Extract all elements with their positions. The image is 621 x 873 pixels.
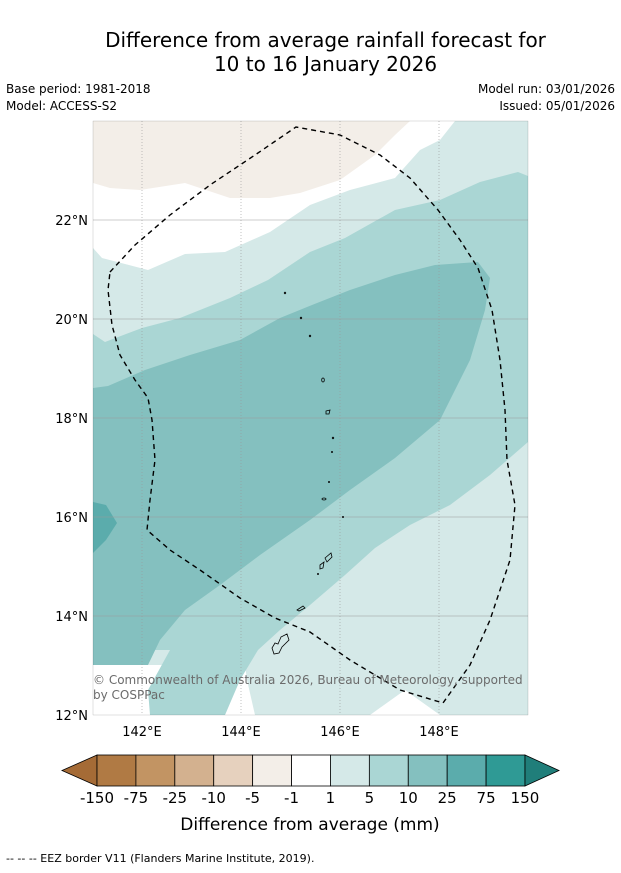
- title-line-2: 10 to 16 January 2026: [213, 52, 438, 76]
- colorbar-ticks: -150 -75 -25 -10 -5 -1 1 5 10 25 75 150: [80, 789, 539, 807]
- lon-labels: 142°E 144°E 146°E 148°E: [122, 725, 459, 740]
- colorbar-tick-label: -25: [163, 789, 188, 807]
- lat-label: 22°N: [55, 214, 88, 229]
- band-plus-10: [93, 262, 490, 665]
- lon-label: 144°E: [221, 725, 261, 740]
- colorbar-tick-label: -5: [245, 789, 260, 807]
- meta-left: Base period: 1981-2018 Model: ACCESS-S2: [6, 81, 151, 115]
- lon-label: 148°E: [419, 725, 459, 740]
- colorbar-tick-label: 1: [326, 789, 336, 807]
- map-frame: [92, 120, 529, 716]
- title-line-1: Difference from average rainfall forecas…: [105, 28, 546, 52]
- colorbar-arrow-high: [524, 754, 560, 787]
- lat-labels: 22°N 20°N 18°N 16°N 14°N 12°N: [55, 214, 88, 724]
- map-plot-area: © Commonwealth of Australia 2026, Bureau…: [93, 121, 528, 715]
- lat-label: 16°N: [55, 511, 88, 526]
- model-text: Model: ACCESS-S2: [6, 99, 118, 113]
- colorbar-segment: [174, 754, 215, 787]
- dry-region-north: [93, 121, 410, 198]
- islands: [271, 291, 344, 655]
- band-plus-25: [93, 502, 117, 553]
- colorbar-segment: [213, 754, 254, 787]
- eez-footer-note: -- -- -- EEZ border V11 (Flanders Marine…: [6, 852, 315, 865]
- colorbar-segment: [291, 754, 331, 787]
- colorbar-tick-label: -10: [201, 789, 226, 807]
- colorbar-tick-label: -150: [80, 789, 114, 807]
- colorbar-tick-label: 75: [477, 789, 496, 807]
- base-period-text: Base period: 1981-2018: [6, 82, 151, 96]
- meta-right: Model run: 03/01/2026 Issued: 05/01/2026: [478, 81, 615, 115]
- colorbar-segment: [135, 754, 176, 787]
- colorbar-segment: [446, 754, 487, 787]
- lat-label: 14°N: [55, 610, 88, 625]
- colorbar: [61, 754, 560, 787]
- colorbar-tick-label: -1: [284, 789, 299, 807]
- copyright-line-1: © Commonwealth of Australia 2026, Bureau…: [93, 673, 523, 687]
- colorbar-arrow-low: [61, 754, 98, 787]
- lat-label: 20°N: [55, 313, 88, 328]
- colorbar-segment: [330, 754, 370, 787]
- colorbar-tick-label: 25: [438, 789, 457, 807]
- colorbar-segment: [485, 754, 526, 787]
- copyright-line-2: by COSPPac: [93, 688, 165, 702]
- lon-label: 142°E: [122, 725, 162, 740]
- colorbar-segment: [96, 754, 137, 787]
- colorbar-segment: [407, 754, 448, 787]
- graticule-lat: [93, 219, 528, 617]
- colorbar-tick-label: 150: [511, 789, 540, 807]
- colorbar-segment: [252, 754, 292, 787]
- colorbar-tick-label: 10: [399, 789, 418, 807]
- issued-text: Issued: 05/01/2026: [499, 99, 615, 113]
- colorbar-label: Difference from average (mm): [180, 815, 439, 835]
- colorbar-tick-label: 5: [365, 789, 375, 807]
- lat-label: 12°N: [55, 709, 88, 724]
- eez-border: [107, 126, 516, 704]
- map-title: Difference from average rainfall forecas…: [0, 28, 621, 76]
- model-run-text: Model run: 03/01/2026: [477, 82, 615, 96]
- colorbar-tick-label: -75: [124, 789, 149, 807]
- lon-label: 146°E: [320, 725, 360, 740]
- lat-label: 18°N: [55, 412, 88, 427]
- colorbar-segment: [368, 754, 409, 787]
